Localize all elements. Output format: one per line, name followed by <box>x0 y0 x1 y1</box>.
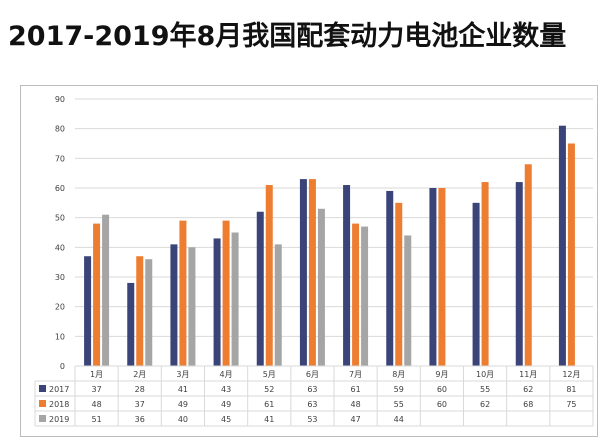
data-label: 55 <box>480 385 490 394</box>
bar-2019-6月 <box>317 208 325 366</box>
x-tick-label: 11月 <box>519 370 537 379</box>
x-tick-label: 2月 <box>133 370 146 379</box>
y-tick-label: 30 <box>55 273 65 282</box>
bar-2019-8月 <box>404 235 412 366</box>
data-label: 60 <box>437 385 447 394</box>
legend-label-2019: 2019 <box>49 415 69 424</box>
data-label: 68 <box>523 400 533 409</box>
data-label: 49 <box>221 400 231 409</box>
bar-2017-11月 <box>515 182 523 366</box>
data-label: 55 <box>394 400 404 409</box>
bar-2018-7月 <box>352 223 360 366</box>
legend-label-2018: 2018 <box>49 400 69 409</box>
x-tick-label: 12月 <box>562 370 580 379</box>
data-label: 36 <box>135 415 145 424</box>
legend-label-2017: 2017 <box>49 385 69 394</box>
bar-2017-10月 <box>472 202 480 366</box>
data-label: 41 <box>264 415 274 424</box>
bar-2017-3月 <box>170 244 178 366</box>
x-tick-label: 5月 <box>263 370 276 379</box>
bar-2018-8月 <box>395 202 403 366</box>
bar-2019-3月 <box>188 247 196 366</box>
bar-2018-1月 <box>93 223 101 366</box>
bar-chart: 0 10 20 30 40 50 60 70 80 90 1月 2月 3月 4月 5月 6月 7月 8月 9月 10月… <box>34 95 594 427</box>
data-label: 75 <box>566 400 576 409</box>
bar-2018-3月 <box>179 220 187 366</box>
data-label: 61 <box>350 385 360 394</box>
data-label: 60 <box>437 400 447 409</box>
data-label: 52 <box>264 385 274 394</box>
data-label: 40 <box>178 415 188 424</box>
data-label: 61 <box>264 400 274 409</box>
y-tick-label: 20 <box>55 303 65 312</box>
y-tick-label: 10 <box>55 332 65 341</box>
y-tick-label: 40 <box>55 243 65 252</box>
x-tick-label: 7月 <box>349 370 362 379</box>
bar-2018-12月 <box>567 143 575 366</box>
data-label: 37 <box>135 400 145 409</box>
bar-2017-5月 <box>256 211 264 366</box>
bar-2018-11月 <box>524 164 532 366</box>
bar-2018-10月 <box>481 182 489 366</box>
data-label: 47 <box>350 415 360 424</box>
x-tick-label: 1月 <box>90 370 103 379</box>
bar-2017-12月 <box>558 125 566 366</box>
x-tick-label: 3月 <box>176 370 189 379</box>
data-label: 62 <box>480 400 490 409</box>
bar-2019-7月 <box>361 226 369 366</box>
bar-2019-5月 <box>274 244 282 366</box>
bar-2017-6月 <box>299 179 307 366</box>
legend-key-2018 <box>39 400 46 407</box>
bar-2019-2月 <box>145 259 153 366</box>
bar-2017-1月 <box>84 256 92 366</box>
bar-2018-4月 <box>222 220 230 366</box>
x-tick-label: 6月 <box>306 370 319 379</box>
data-label: 44 <box>394 415 404 424</box>
chart-frame: 0 10 20 30 40 50 60 70 80 90 1月 2月 3月 4月 5月 6月 7月 8月 9月 10月… <box>20 85 598 437</box>
data-label: 28 <box>135 385 145 394</box>
data-label: 63 <box>307 385 317 394</box>
data-label: 48 <box>350 400 360 409</box>
data-label: 59 <box>394 385 404 394</box>
bar-2018-6月 <box>308 179 316 366</box>
bar-2019-1月 <box>102 214 110 366</box>
y-tick-label: 80 <box>55 125 65 134</box>
data-label: 48 <box>91 400 101 409</box>
bar-2018-9月 <box>438 188 446 366</box>
data-label: 41 <box>178 385 188 394</box>
y-tick-label: 90 <box>55 95 65 104</box>
data-label: 53 <box>307 415 317 424</box>
legend-key-2017 <box>39 385 46 392</box>
x-tick-label: 8月 <box>392 370 405 379</box>
bar-2017-9月 <box>429 188 437 366</box>
bar-2018-2月 <box>136 256 144 366</box>
data-label: 43 <box>221 385 231 394</box>
y-tick-label: 60 <box>55 184 65 193</box>
x-tick-label: 10月 <box>476 370 494 379</box>
data-label: 45 <box>221 415 231 424</box>
x-tick-label: 9月 <box>435 370 448 379</box>
y-tick-label: 50 <box>55 214 65 223</box>
legend-key-2019 <box>39 415 46 422</box>
bar-2017-2月 <box>127 282 135 366</box>
y-tick-label: 0 <box>60 362 65 371</box>
data-label: 37 <box>91 385 101 394</box>
bar-2017-7月 <box>343 185 351 366</box>
data-label: 62 <box>523 385 533 394</box>
bar-2017-4月 <box>213 238 221 366</box>
bar-2018-5月 <box>265 185 273 366</box>
data-label: 63 <box>307 400 317 409</box>
data-label: 81 <box>566 385 576 394</box>
bar-2017-8月 <box>386 190 394 366</box>
data-label: 49 <box>178 400 188 409</box>
x-tick-label: 4月 <box>220 370 233 379</box>
bar-2019-4月 <box>231 232 239 366</box>
data-label: 51 <box>91 415 101 424</box>
y-tick-label: 70 <box>55 154 65 163</box>
page-title: 2017-2019年8月我国配套动力电池企业数量 <box>8 21 567 52</box>
